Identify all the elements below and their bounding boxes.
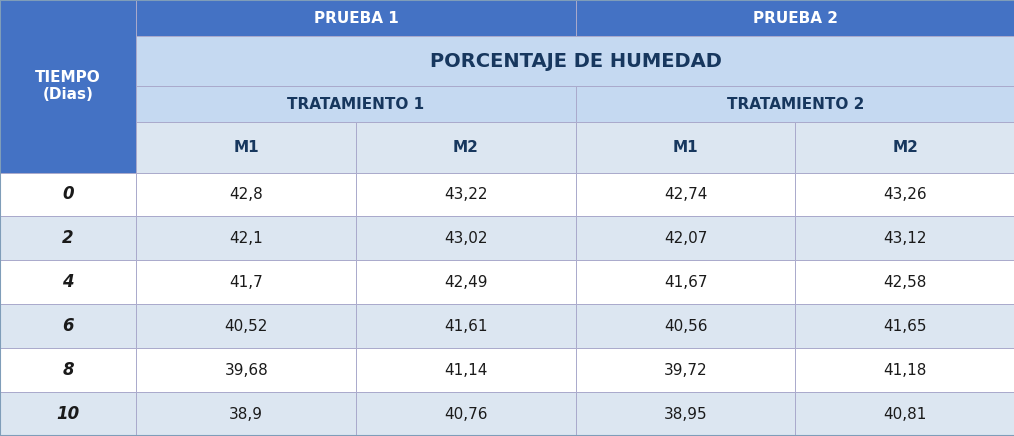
Text: M1: M1 [672, 140, 699, 155]
Text: 10: 10 [57, 405, 80, 423]
Text: M2: M2 [453, 140, 479, 155]
Text: 41,14: 41,14 [444, 363, 488, 378]
Text: 42,07: 42,07 [664, 231, 708, 246]
Text: TIEMPO
(Dias): TIEMPO (Dias) [35, 70, 101, 102]
Text: M2: M2 [892, 140, 919, 155]
Text: 41,18: 41,18 [883, 363, 927, 378]
Text: 42,74: 42,74 [664, 187, 708, 202]
Bar [356, 392, 576, 436]
Text: 40,52: 40,52 [224, 319, 268, 334]
Text: 43,26: 43,26 [883, 187, 927, 202]
Text: TRATAMIENTO 1: TRATAMIENTO 1 [288, 97, 425, 112]
Bar [795, 123, 1014, 173]
Bar [0, 348, 136, 392]
Text: 42,1: 42,1 [229, 231, 263, 246]
Text: 40,76: 40,76 [444, 406, 488, 422]
Text: PORCENTAJE DE HUMEDAD: PORCENTAJE DE HUMEDAD [430, 52, 722, 71]
Text: 2: 2 [63, 229, 74, 247]
Text: 8: 8 [63, 361, 74, 379]
Text: TRATAMIENTO 2: TRATAMIENTO 2 [727, 97, 864, 112]
Bar [576, 260, 795, 304]
Bar [136, 123, 356, 173]
Bar [795, 216, 1014, 260]
Text: 38,9: 38,9 [229, 406, 264, 422]
Bar [795, 348, 1014, 392]
Bar [576, 0, 1014, 36]
Text: 39,68: 39,68 [224, 363, 268, 378]
Bar [576, 348, 795, 392]
Bar [576, 216, 795, 260]
Text: 41,61: 41,61 [444, 319, 488, 334]
Bar [136, 304, 356, 348]
Bar [576, 86, 1014, 123]
Bar [136, 260, 356, 304]
Bar [576, 392, 795, 436]
Bar [576, 173, 795, 216]
Bar [795, 392, 1014, 436]
Bar [136, 392, 356, 436]
Text: 42,58: 42,58 [883, 275, 927, 290]
Text: 39,72: 39,72 [664, 363, 708, 378]
Bar [136, 36, 1014, 86]
Text: 6: 6 [63, 317, 74, 335]
Bar [136, 86, 576, 123]
Text: 41,65: 41,65 [883, 319, 927, 334]
Text: 43,12: 43,12 [883, 231, 927, 246]
Text: 42,49: 42,49 [444, 275, 488, 290]
Bar [136, 0, 576, 36]
Bar [0, 0, 136, 173]
Bar [795, 173, 1014, 216]
Text: 41,7: 41,7 [229, 275, 263, 290]
Text: 0: 0 [63, 185, 74, 204]
Bar [576, 304, 795, 348]
Bar [356, 304, 576, 348]
Text: 43,02: 43,02 [444, 231, 488, 246]
Bar [0, 216, 136, 260]
Text: 41,67: 41,67 [664, 275, 708, 290]
Bar [795, 260, 1014, 304]
Bar [136, 216, 356, 260]
Text: 42,8: 42,8 [229, 187, 263, 202]
Bar [356, 216, 576, 260]
Bar [0, 392, 136, 436]
Text: 38,95: 38,95 [664, 406, 708, 422]
Bar [0, 173, 136, 216]
Bar [0, 304, 136, 348]
Text: 40,56: 40,56 [664, 319, 708, 334]
Text: PRUEBA 2: PRUEBA 2 [753, 10, 838, 26]
Text: PRUEBA 1: PRUEBA 1 [313, 10, 399, 26]
Text: 40,81: 40,81 [883, 406, 927, 422]
Text: M1: M1 [233, 140, 259, 155]
Text: 4: 4 [63, 273, 74, 291]
Bar [356, 260, 576, 304]
Bar [576, 123, 795, 173]
Bar [795, 304, 1014, 348]
Bar [356, 348, 576, 392]
Bar [0, 260, 136, 304]
Bar [356, 173, 576, 216]
Bar [356, 123, 576, 173]
Bar [136, 348, 356, 392]
Text: 43,22: 43,22 [444, 187, 488, 202]
Bar [136, 173, 356, 216]
